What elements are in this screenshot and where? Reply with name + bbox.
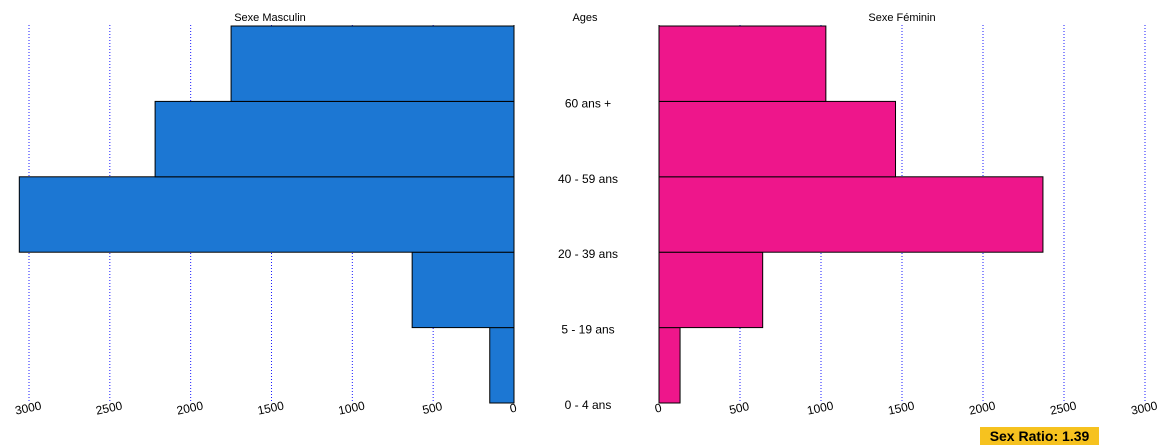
right-tick-label: 500 — [728, 399, 751, 417]
right-tick-label: 2500 — [1049, 398, 1078, 417]
left-tick-label: 1000 — [337, 398, 366, 417]
male-bar — [230, 25, 515, 102]
left-tick-label: 500 — [421, 399, 444, 417]
male-bar — [489, 327, 515, 404]
female-bar — [658, 327, 681, 404]
left-tick-label: 2500 — [94, 398, 123, 417]
age-label: 0 - 4 ans — [565, 398, 612, 412]
male-bar — [411, 251, 515, 329]
right-axis-ticks: 0 500 1000 1500 2000 2500 3000 — [653, 398, 1159, 417]
female-bar — [658, 25, 827, 102]
age-column-title: Ages — [572, 12, 598, 24]
right-tick-label: 3000 — [1130, 398, 1159, 417]
female-bar — [658, 251, 764, 329]
left-tick-label: 0 — [508, 400, 518, 415]
male-bar — [154, 100, 515, 178]
age-label: 60 ans + — [565, 96, 611, 110]
left-tick-label: 2000 — [175, 398, 204, 417]
sex-ratio-badge: Sex Ratio: 1.39 — [980, 427, 1099, 445]
age-labels: 0 - 4 ans 5 - 19 ans 20 - 39 ans 40 - 59 an… — [558, 96, 618, 412]
age-label: 20 - 39 ans — [558, 247, 618, 261]
male-bars — [18, 25, 515, 404]
right-tick-label: 1500 — [887, 398, 916, 417]
age-label: 40 - 59 ans — [558, 172, 618, 186]
female-panel-title: Sexe Féminin — [868, 12, 935, 24]
left-axis-ticks: 0 500 1000 1500 2000 2500 3000 — [14, 398, 519, 417]
left-tick-label: 1500 — [256, 398, 285, 417]
right-tick-label: 2000 — [968, 398, 997, 417]
right-tick-label: 1000 — [806, 398, 835, 417]
right-tick-label: 0 — [653, 400, 663, 415]
male-panel-title: Sexe Masculin — [234, 12, 306, 24]
female-bars — [658, 25, 1044, 404]
female-bar — [658, 176, 1044, 253]
male-bar — [18, 176, 515, 253]
left-tick-label: 3000 — [14, 398, 43, 417]
female-bar — [658, 100, 897, 178]
age-label: 5 - 19 ans — [561, 323, 614, 337]
